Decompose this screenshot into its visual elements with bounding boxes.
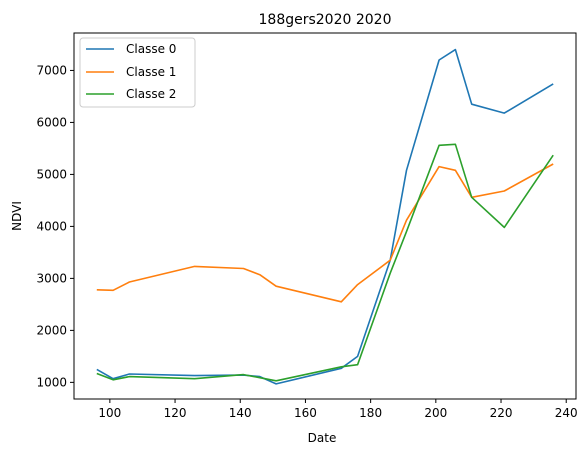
x-tick-label: 200 <box>424 406 447 420</box>
y-tick-label: 6000 <box>36 115 67 129</box>
legend-label-classe-0: Classe 0 <box>126 42 176 56</box>
x-axis-label: Date <box>308 431 337 445</box>
x-tick-label: 160 <box>294 406 317 420</box>
x-tick-label: 240 <box>555 406 578 420</box>
legend-box <box>79 37 196 108</box>
legend: Classe 0 Classe 1 Classe 2 <box>79 37 196 108</box>
legend-label-classe-2: Classe 2 <box>126 87 176 101</box>
series-line-classe-2 <box>96 143 554 382</box>
y-tick-label: 4000 <box>36 219 67 233</box>
x-tick-label: 120 <box>164 406 187 420</box>
y-tick-label: 5000 <box>36 167 67 181</box>
y-tick-label: 7000 <box>36 63 67 77</box>
series-line-classe-0 <box>96 48 554 385</box>
x-tick-label: 220 <box>490 406 513 420</box>
y-tick-label: 1000 <box>36 375 67 389</box>
y-tick-label: 2000 <box>36 323 67 337</box>
x-tick-label: 180 <box>359 406 382 420</box>
series-layer <box>96 48 554 385</box>
ticks-layer: 100 120 140 160 180 200 220 240 1000 2000 3000 4000… <box>36 63 577 420</box>
x-tick-label: 140 <box>229 406 252 420</box>
series-line-classe-1 <box>96 163 554 303</box>
y-axis-label: NDVI <box>10 201 24 231</box>
y-tick-label: 3000 <box>36 271 67 285</box>
legend-label-classe-1: Classe 1 <box>126 65 176 79</box>
x-tick-label: 100 <box>98 406 121 420</box>
chart-title: 188gers2020 2020 <box>259 12 392 28</box>
plot-frame <box>73 32 577 400</box>
